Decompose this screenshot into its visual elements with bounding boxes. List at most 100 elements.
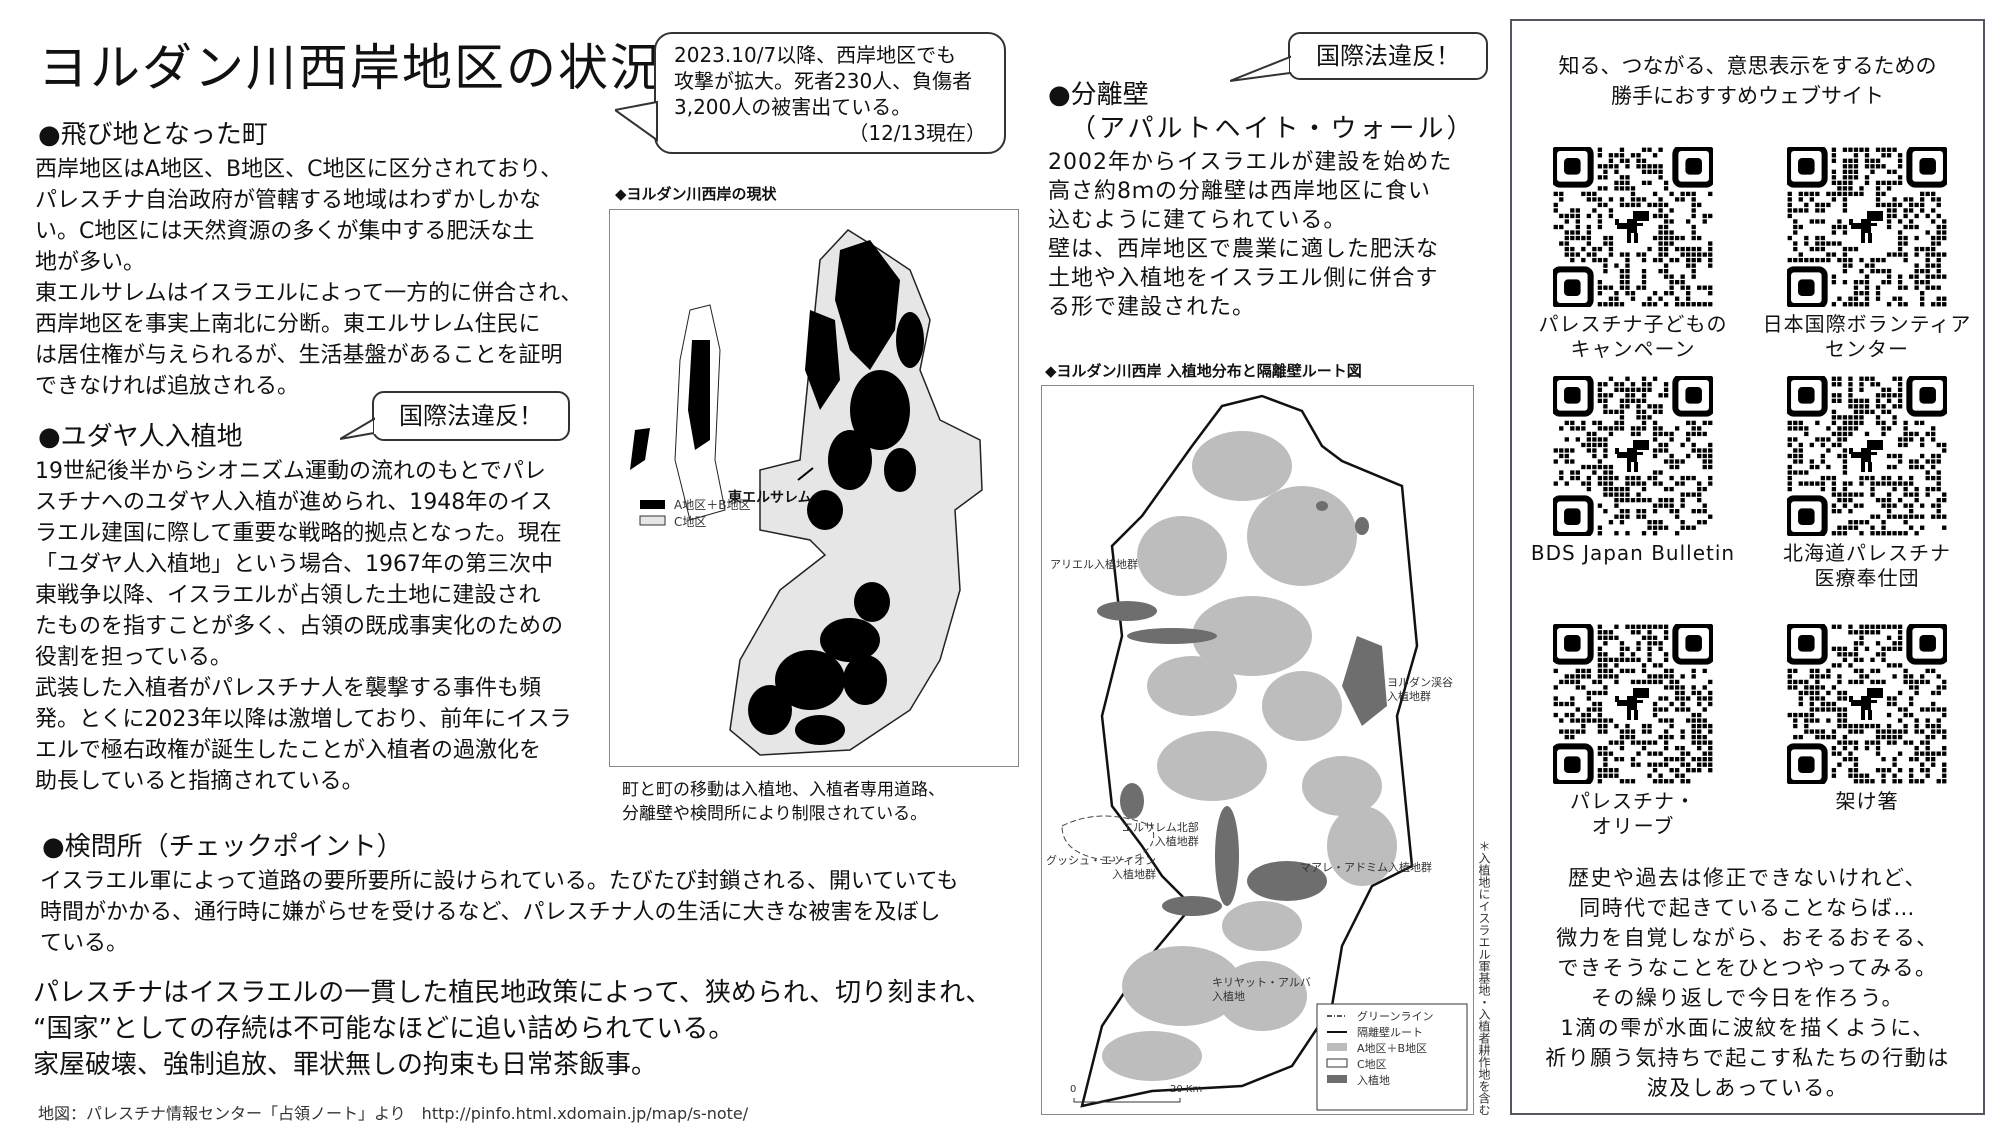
dinosaur-icon — [1849, 440, 1883, 472]
text-line: エルで極右政権が誕生したことが入植者の過激化を — [35, 738, 542, 763]
callout-line: 攻撃が拡大。死者230人、負傷者 — [674, 69, 973, 93]
dinosaur-icon — [1615, 440, 1649, 472]
label-maale-adumim: マアレ・アドミム入植地群 — [1300, 861, 1432, 874]
scale-20km: 20 Km — [1170, 1084, 1203, 1095]
text-line: 同時代で起きていることならば… — [1579, 896, 1916, 920]
dinosaur-icon — [1615, 211, 1649, 243]
map2-side-note: ＊入植地にイスラエル軍基地・入植者耕作地を含む — [1477, 840, 1491, 1116]
qr-code-icon[interactable] — [1550, 144, 1716, 310]
site-label-line: 日本国際ボランティア — [1762, 312, 1972, 336]
map2-legend — [1316, 1003, 1468, 1111]
callout-date: （12/13現在） — [848, 121, 986, 145]
label-line: グッシュ・エツィオン — [1046, 854, 1156, 867]
callout-line: 3,200人の被害出ている。 — [674, 95, 912, 119]
text-line: パレスチナはイスラエルの一貫した植民地政策によって、狭められ、切り刻まれ、 — [33, 978, 992, 1008]
site-label[interactable]: パレスチナ・ オリーブ — [1518, 789, 1748, 839]
section-body-checkpoints: イスラエル軍によって道路の要所要所に設けられている。たびたび封鎖される、開いてい… — [40, 866, 1020, 959]
section-heading-wall: ●分離壁 — [1048, 80, 1149, 110]
map2-caption: ◆ヨルダン川西岸 入植地分布と隔離壁ルート図 — [1045, 362, 1362, 380]
label-line: ヨルダン渓谷 — [1387, 676, 1453, 689]
law-violation-callout: 国際法違反！ — [372, 391, 570, 441]
label-line: 入植地群 — [1387, 690, 1431, 703]
legend-label: 隔離壁ルート — [1357, 1026, 1423, 1039]
site-label[interactable]: 北海道パレスチナ 医療奉仕団 — [1752, 541, 1982, 591]
site-label-line: パレスチナ・ — [1570, 789, 1696, 813]
qr-code-icon[interactable] — [1550, 621, 1716, 787]
site-label[interactable]: 架け箸 — [1752, 789, 1982, 814]
inset-ab-area — [688, 340, 710, 450]
map1-graphic — [630, 229, 983, 756]
qr-code-icon[interactable] — [1784, 144, 1950, 310]
legend-label: C地区 — [1357, 1058, 1387, 1071]
text-line: 壁は、西岸地区で農業に適した肥沃な — [1048, 237, 1440, 262]
text-line: 土地や入植地をイスラエル側に併合す — [1048, 266, 1439, 291]
map-source-footer: 地図：パレスチナ情報センター「占領ノート」より http://pinfo.htm… — [38, 1104, 749, 1123]
conclusion-text: パレスチナはイスラエルの一貫した植民地政策によって、狭められ、切り刻まれ、 “国家… — [33, 975, 1033, 1083]
map1-west-bank-status: 東エルサレム A地区＋B地区 C地区 — [609, 209, 1019, 767]
scale-zero: 0 — [1070, 1084, 1077, 1095]
settlement-shapes — [1097, 501, 1387, 916]
text-line: “国家”としての存続は不可能なほどに追い詰められている。 — [33, 1014, 735, 1044]
legend-label: グリーンライン — [1357, 1010, 1434, 1023]
section-heading-settlements: ●ユダヤ人入植地 — [38, 422, 243, 452]
dinosaur-icon — [1849, 688, 1883, 720]
site-label[interactable]: BDS Japan Bulletin — [1518, 541, 1748, 566]
text-line: 込むように建てられている。 — [1048, 208, 1347, 233]
site-label-line: 北海道パレスチナ — [1783, 541, 1951, 565]
text-line: 祈り願う気持ちで起こす私たちの行動は — [1545, 1046, 1950, 1070]
site-label[interactable]: 日本国際ボランティア センター — [1752, 312, 1982, 362]
text-line: その繰り返しで今日を作ろう。 — [1590, 986, 1905, 1010]
site-label-line: センター — [1825, 337, 1909, 361]
text-line: 家屋破壊、強制追放、罪状無しの拘束も日常茶飯事。 — [33, 1050, 658, 1080]
section-body-enclave: 西岸地区はA地区、B地区、C地区に区分されており、 パレスチナ自治政府が管轄する地… — [35, 154, 605, 402]
callout-tail — [615, 100, 664, 142]
map2-graphic — [1061, 394, 1468, 1111]
page-title: ヨルダン川西岸地区の状況 — [38, 39, 662, 97]
label-line: 入植地群 — [1154, 835, 1199, 848]
label-line: キリヤット・アルバ — [1212, 976, 1311, 989]
note-line: 町と町の移動は入植地、入植者専用道路、 — [622, 780, 945, 800]
site-label[interactable]: パレスチナ子どもの キャンペーン — [1518, 312, 1748, 362]
dinosaur-icon — [1849, 211, 1883, 243]
text-line: る形で建設された。 — [1048, 295, 1256, 320]
callout-tail — [340, 417, 380, 440]
green-line — [1061, 815, 1154, 862]
label-east-jerusalem: 東エルサレム — [728, 490, 812, 506]
map2-settlements-wall: アリエル入植地群 ヨルダン渓谷 入植地群 エルサレム北部 入植地群 グッシュ・エツィ… — [1041, 385, 1474, 1115]
panel-heading: 知る、つながる、意思表示をするための 勝手におすすめウェブサイト — [1512, 51, 1983, 111]
site-label-line: 医療奉仕団 — [1814, 566, 1920, 590]
callout-line: 2023.10/7以降、西岸地区でも — [674, 43, 957, 67]
text-line: パレスチナ自治政府が管轄する地域はわずかしかな — [35, 188, 542, 213]
text-line: 地が多い。 — [35, 250, 146, 275]
legend-swatch-c — [639, 515, 666, 526]
label-line: 入植地 — [1212, 990, 1245, 1003]
label-line: 入植地群 — [1112, 868, 1156, 881]
site-label-line: BDS Japan Bulletin — [1530, 541, 1736, 565]
heading-line: 勝手におすすめウェブサイト — [1611, 84, 1884, 108]
text-line: 東エルサレムはイスラエルによって一方的に併合され、 — [35, 281, 583, 306]
qr-code-icon[interactable] — [1550, 373, 1716, 539]
legend-swatch-ab — [640, 500, 665, 509]
text-line: 高さ約8ｍの分離壁は西岸地区に食い — [1048, 179, 1431, 204]
text-line: 西岸地区を事実上南北に分断。東エルサレム住民に — [35, 312, 541, 337]
heading-line: 知る、つながる、意思表示をするための — [1558, 54, 1937, 78]
text-line: できなければ追放される。 — [35, 374, 300, 399]
text-line: 波及しあっている。 — [1646, 1076, 1849, 1100]
map2-legend-labels: グリーンライン 隔離壁ルート A地区＋B地区 C地区 入植地 — [1357, 1009, 1433, 1089]
text-line: 1滴の雫が水面に波紋を描くように、 — [1560, 1016, 1935, 1040]
ab-area-shapes — [1102, 431, 1397, 1081]
label-ariel: アリエル入植地群 — [1050, 558, 1138, 571]
label-gush-etzion: グッシュ・エツィオン 入植地群 — [1046, 854, 1156, 882]
text-line: は居住権が与えられるが、生活基盤があることを証明 — [35, 343, 563, 368]
map1-note: 町と町の移動は入植地、入植者専用道路、 分離壁や検問所により制限されている。 — [622, 778, 945, 826]
text-line: 武装した入植者がパレスチナ人を襲撃する事件も頻 — [35, 676, 542, 701]
section-body-wall: 2002年からイスラエルが建設を始めた 高さ約8ｍの分離壁は西岸地区に食い 込むよう… — [1048, 148, 1488, 322]
qr-code-icon[interactable] — [1784, 621, 1950, 787]
label-kiryat-arba: キリヤット・アルバ 入植地 — [1212, 976, 1311, 1004]
qr-code-icon[interactable] — [1784, 373, 1950, 539]
label-line: エルサレム北部 — [1122, 821, 1199, 834]
inset-gaza — [630, 428, 650, 470]
legend-label: 入植地 — [1357, 1074, 1390, 1087]
site-label-line: キャンペーン — [1570, 337, 1696, 361]
text-line: 役割を担っている。 — [35, 645, 232, 670]
